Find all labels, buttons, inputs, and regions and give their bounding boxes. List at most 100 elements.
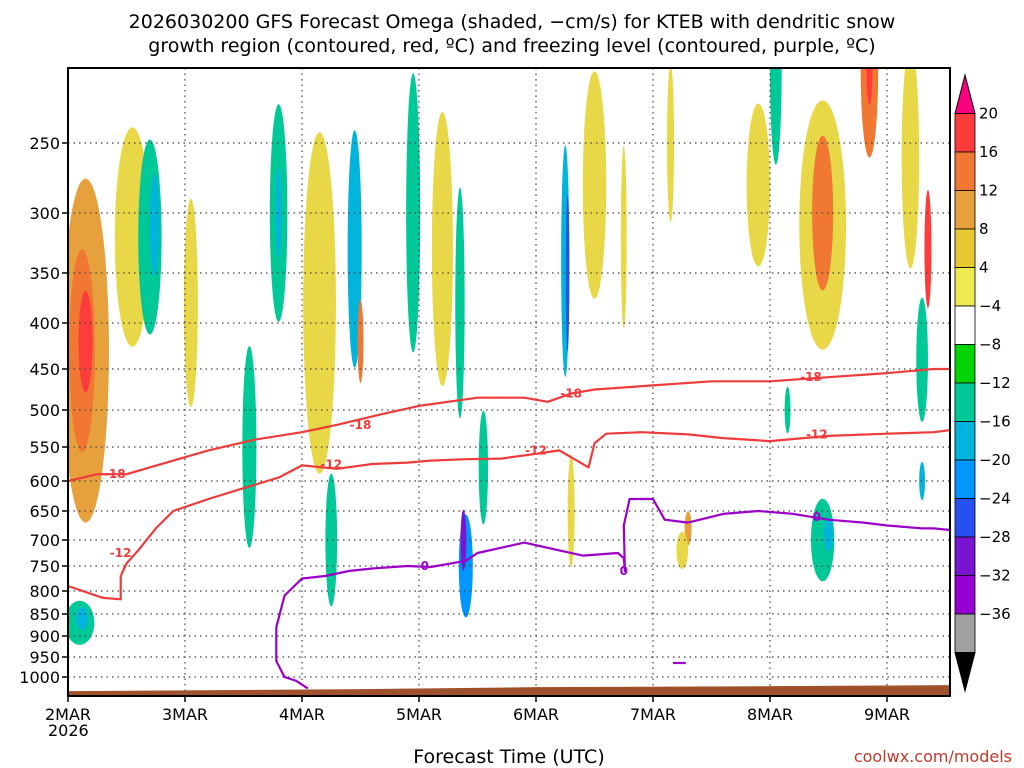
y-tick-label: 950 [29,648,60,667]
x-tick-label: 3MAR [162,705,208,724]
omega-region-7 [149,174,160,276]
colorbar-label: −12 [979,374,1011,392]
omega-region-39 [901,68,920,269]
colorbar-label: −8 [979,336,1001,354]
omega-region-37 [860,68,879,158]
colorbar-swatch [954,113,976,153]
omega-region-9 [242,346,257,548]
dgz-contour-label: -12 [320,458,342,472]
y-tick-label: 400 [29,314,60,333]
omega-region-16 [406,73,421,353]
colorbar-swatch [954,267,976,307]
credit-text: coolwx.com/models [854,747,1012,766]
y-tick-label: 500 [29,401,60,420]
colorbar-swatch [954,613,976,653]
freezing-level-contour-label: 0 [620,564,628,578]
colorbar-swatch [954,421,976,461]
omega-region-17 [431,112,453,386]
contour-label-layer: -18 -18 -18 -18 -12 -12 -12 -12 0 0 0 [104,370,828,578]
y-tick-label: 700 [29,531,60,550]
omega-region-32 [784,386,791,434]
dgz-contour-label: -18 [104,467,126,481]
omega-region-28 [684,511,692,546]
colorbar-label: −32 [979,567,1011,585]
colorbar-label: −20 [979,451,1011,469]
omega-region-18 [455,187,465,419]
y-tick-label: 900 [29,627,60,646]
colorbar-top-arrow [954,73,976,114]
omega-region-20 [460,509,467,571]
omega-region-25 [582,71,607,299]
dgz-contour-label: -12 [525,443,547,457]
y-tick-label: 300 [29,204,60,223]
dgz-contour-label: -12 [110,546,132,560]
y-tick-label: 850 [29,605,60,624]
omega-region-29 [676,531,689,570]
x-tick-label: 7MAR [630,705,676,724]
x-tick-label: 5MAR [396,705,442,724]
dgz-contour-label: -18 [560,387,582,401]
omega-region-15 [357,299,364,384]
colorbar-swatch [954,498,976,538]
y-tick-label: 750 [29,557,60,576]
x-tick-label: 8MAR [747,705,793,724]
x-axis-ticks: 2MAR 3MAR 4MAR 5MAR 6MAR 7MAR 8MAR 9MAR [45,696,910,724]
contour-layer [68,367,950,690]
colorbar-label: −28 [979,528,1011,546]
y-tick-label: 1000 [19,668,60,687]
dgz-contour-0 [68,367,950,483]
dgz-contour-label: -12 [806,427,828,441]
colorbar-swatch [954,459,976,499]
y-axis-ticks: 250 300 350 400 450 500 550 600 650 700 750 800 850 9… [19,134,68,687]
y-tick-label: 550 [29,438,60,457]
x-tick-label: 9MAR [864,705,910,724]
omega-region-24 [567,454,575,568]
colorbar-label: −16 [979,413,1011,431]
colorbar-label: −4 [979,297,1001,315]
omega-region-31 [770,68,782,165]
colorbar-label: −36 [979,605,1011,623]
omega-region-42 [919,461,926,501]
omega-region-8 [183,198,198,408]
dgz-contour-2 [68,576,122,601]
omega-region-36 [823,517,834,551]
chart-title-line2: growth region (contoured, red, ºC) and f… [148,35,875,57]
colorbar-label: 12 [979,182,998,200]
omega-region-4 [76,607,88,630]
colorbar-label: 16 [979,143,998,161]
y-tick-label: 650 [29,502,60,521]
omega-region-26 [620,145,627,329]
colorbar-swatch [954,151,976,191]
colorbar-label: 4 [979,259,989,277]
x-tick-label: 4MAR [279,705,325,724]
omega-region-41 [916,297,928,422]
chart-title-line1: 2026030200 GFS Forecast Omega (shaded, −… [129,11,896,33]
omega-region-21 [478,410,489,525]
omega-shading [68,68,932,645]
y-tick-label: 800 [29,582,60,601]
dgz-contour-label: -18 [800,370,822,384]
omega-region-12 [303,132,336,474]
y-tick-label: 250 [29,134,60,153]
colorbar-swatch [954,536,976,576]
freezing-level-contour-0 [275,497,950,690]
omega-region-2 [78,290,93,393]
freezing-level-contour-label: 0 [421,559,429,573]
y-tick-label: 450 [29,360,60,379]
x-tick-label: 6MAR [513,705,559,724]
y-tick-label: 350 [29,264,60,283]
colorbar-swatch [954,344,976,384]
colorbar-label: 8 [979,220,989,238]
surface-terrain [68,685,950,696]
colorbar-label: 20 [979,105,998,123]
y-tick-label: 600 [29,472,60,491]
omega-region-14 [347,130,362,368]
omega-region-38 [866,68,873,106]
colorbar-swatch [954,190,976,230]
omega-region-30 [746,103,770,267]
plot-frame [67,67,951,697]
x-axis-title: Forecast Time (UTC) [413,746,604,768]
grid-lines [68,68,950,696]
colorbar-swatch [954,228,976,268]
colorbar-label: −24 [979,490,1011,508]
